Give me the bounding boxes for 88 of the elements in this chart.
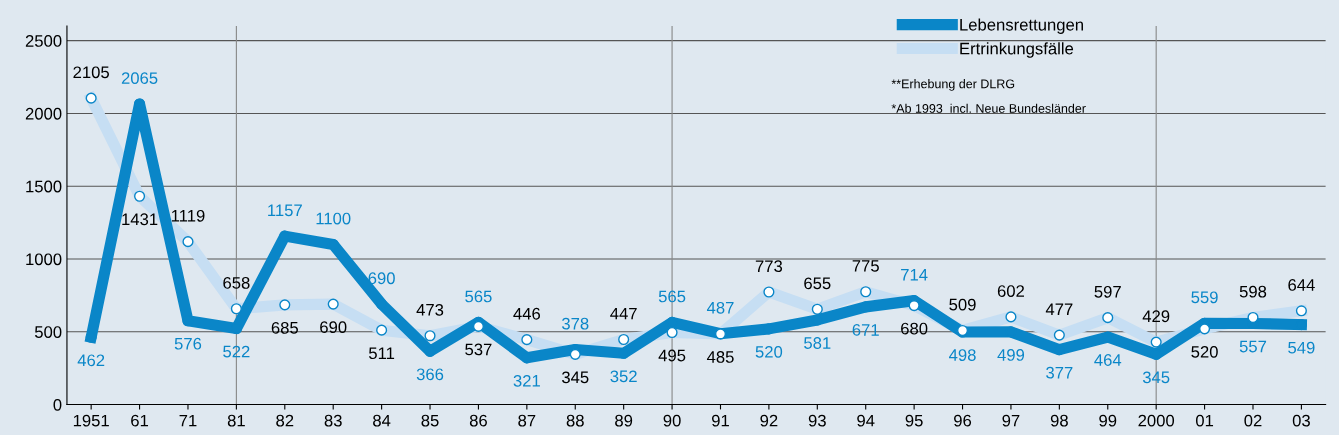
x-tick-label: 61 [131,414,149,427]
x-tick-label: 82 [276,414,294,427]
data-label: 429 [1142,310,1170,323]
y-tick-label: 500 [34,326,62,338]
data-label: 345 [1142,371,1170,384]
x-tick-label: 03 [1292,414,1310,427]
data-label: 511 [368,347,395,360]
legend-label: Lebensrettungen [960,18,1083,34]
x-tick-label: 95 [905,414,923,427]
x-tick-label: 87 [518,414,536,427]
annotation: **Erhebung der DLRG [891,79,1015,91]
data-label: 499 [997,349,1025,361]
data-label: 671 [852,323,879,336]
x-tick-label: 2000 [1138,414,1175,427]
data-label: 685 [271,321,298,334]
annotation: *Ab 1993 incl. Neue Bundesländer [891,103,1086,113]
data-label: 462 [77,354,105,367]
data-label: 537 [465,343,492,356]
y-tick-label: 0 [53,398,62,411]
data-label: 559 [1191,291,1218,304]
data-label: 690 [320,321,347,334]
data-label: 487 [706,301,734,314]
data-label: 565 [465,290,492,303]
y-tick-label: 2500 [25,35,62,47]
data-label: 378 [561,317,589,330]
x-tick-label: 90 [663,414,681,427]
x-tick-label: 93 [808,414,826,427]
y-tick-label: 1000 [26,253,62,266]
x-tick-label: 02 [1244,414,1262,427]
x-tick-label: 92 [760,414,778,427]
data-label: 2065 [121,72,158,85]
x-tick-label: 84 [373,414,391,427]
data-label: 557 [1239,340,1267,353]
data-label: 477 [1045,303,1073,315]
data-label: 690 [368,272,395,285]
x-tick-label: 81 [227,414,245,427]
data-label: 520 [755,345,783,358]
data-label: 352 [610,370,637,383]
x-tick-label: 91 [712,414,729,427]
x-tick-label: 01 [1195,414,1214,427]
x-tick-label: 94 [857,414,875,427]
data-label: 680 [901,322,928,335]
data-label: 1119 [171,209,205,222]
data-label: 447 [610,307,637,320]
data-label: 576 [174,337,202,350]
data-label: 495 [658,349,686,362]
x-tick-label: 98 [1050,414,1068,427]
data-label: 773 [755,260,783,273]
data-label: 655 [804,277,831,290]
x-tick-label: 89 [615,414,633,427]
data-label: 522 [223,345,250,358]
x-tick-label: 99 [1099,414,1117,427]
data-label: 1157 [268,204,302,217]
data-label: 321 [513,374,540,387]
x-tick-label: 85 [421,414,439,427]
data-label: 597 [1094,285,1121,298]
data-label: 1100 [316,212,351,225]
data-label: 581 [804,337,831,349]
data-label: 602 [997,285,1025,297]
data-label: 714 [901,269,928,281]
data-label: 2105 [73,66,109,79]
data-label: 658 [223,277,250,289]
data-label: 446 [513,307,541,320]
data-label: 366 [416,368,444,381]
data-label: 509 [949,298,976,311]
y-tick-label: 1500 [26,180,62,193]
x-tick-label: 88 [566,414,584,427]
data-label: 565 [658,290,686,303]
x-tick-label: 97 [1002,414,1020,427]
data-label: 775 [852,260,879,272]
y-tick-label: 2000 [25,107,62,120]
x-tick-label: 86 [469,414,487,427]
data-label: 377 [1046,366,1073,379]
data-label: 485 [706,351,734,363]
data-label: 644 [1288,279,1315,291]
data-label: 473 [416,303,444,316]
data-label: 520 [1191,345,1218,358]
x-tick-label: 71 [179,414,197,427]
data-label: 345 [561,371,589,384]
x-tick-label: 96 [954,414,972,427]
data-label: 549 [1288,341,1315,354]
x-tick-label: 1951 [73,414,109,427]
legend-label: Ertrinkungsfälle [960,42,1074,58]
data-label: 464 [1094,354,1122,366]
x-tick-label: 83 [324,414,342,427]
data-label: 1431 [122,213,158,226]
data-label: 598 [1239,285,1267,298]
data-label: 498 [949,349,976,361]
